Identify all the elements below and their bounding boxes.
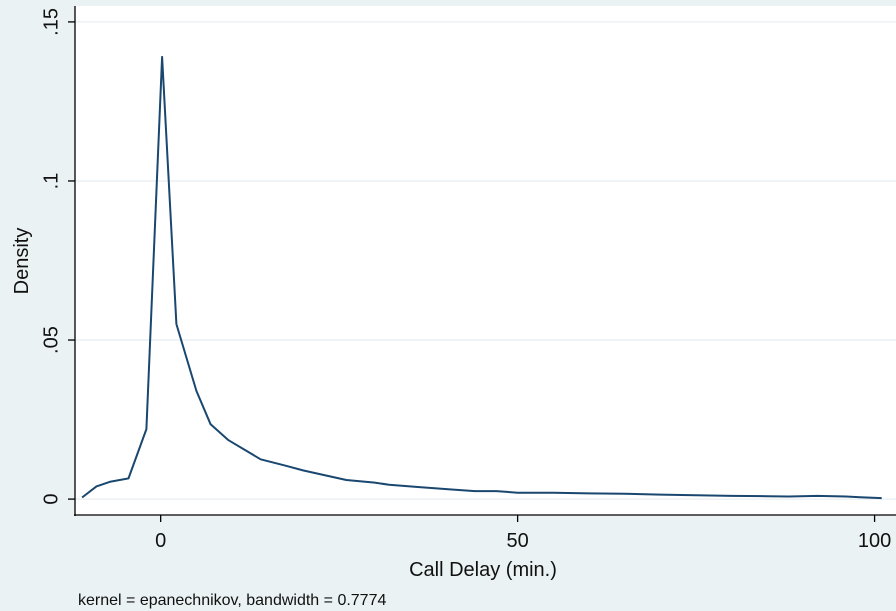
y-tick-label: .15: [40, 8, 62, 36]
x-tick-label: 50: [507, 530, 529, 552]
y-axis-title: Density: [11, 228, 33, 295]
y-ticks: 0 .05 .1 .15: [40, 8, 75, 505]
y-tick-label: 0: [40, 494, 62, 505]
y-tick-label: .05: [40, 326, 62, 354]
grid-lines: [75, 21, 896, 500]
x-tick-label: 100: [858, 530, 891, 552]
x-ticks: 0 50 100: [155, 515, 891, 552]
y-tick-label: .1: [40, 173, 62, 190]
plot-area: [75, 6, 896, 515]
x-tick-label: 0: [155, 530, 166, 552]
density-series-line: [81, 55, 882, 500]
density-series-points: [82, 56, 882, 499]
kernel-note: kernel = epanechnikov, bandwidth = 0.777…: [78, 592, 386, 609]
x-axis-title: Call Delay (min.): [409, 559, 557, 581]
